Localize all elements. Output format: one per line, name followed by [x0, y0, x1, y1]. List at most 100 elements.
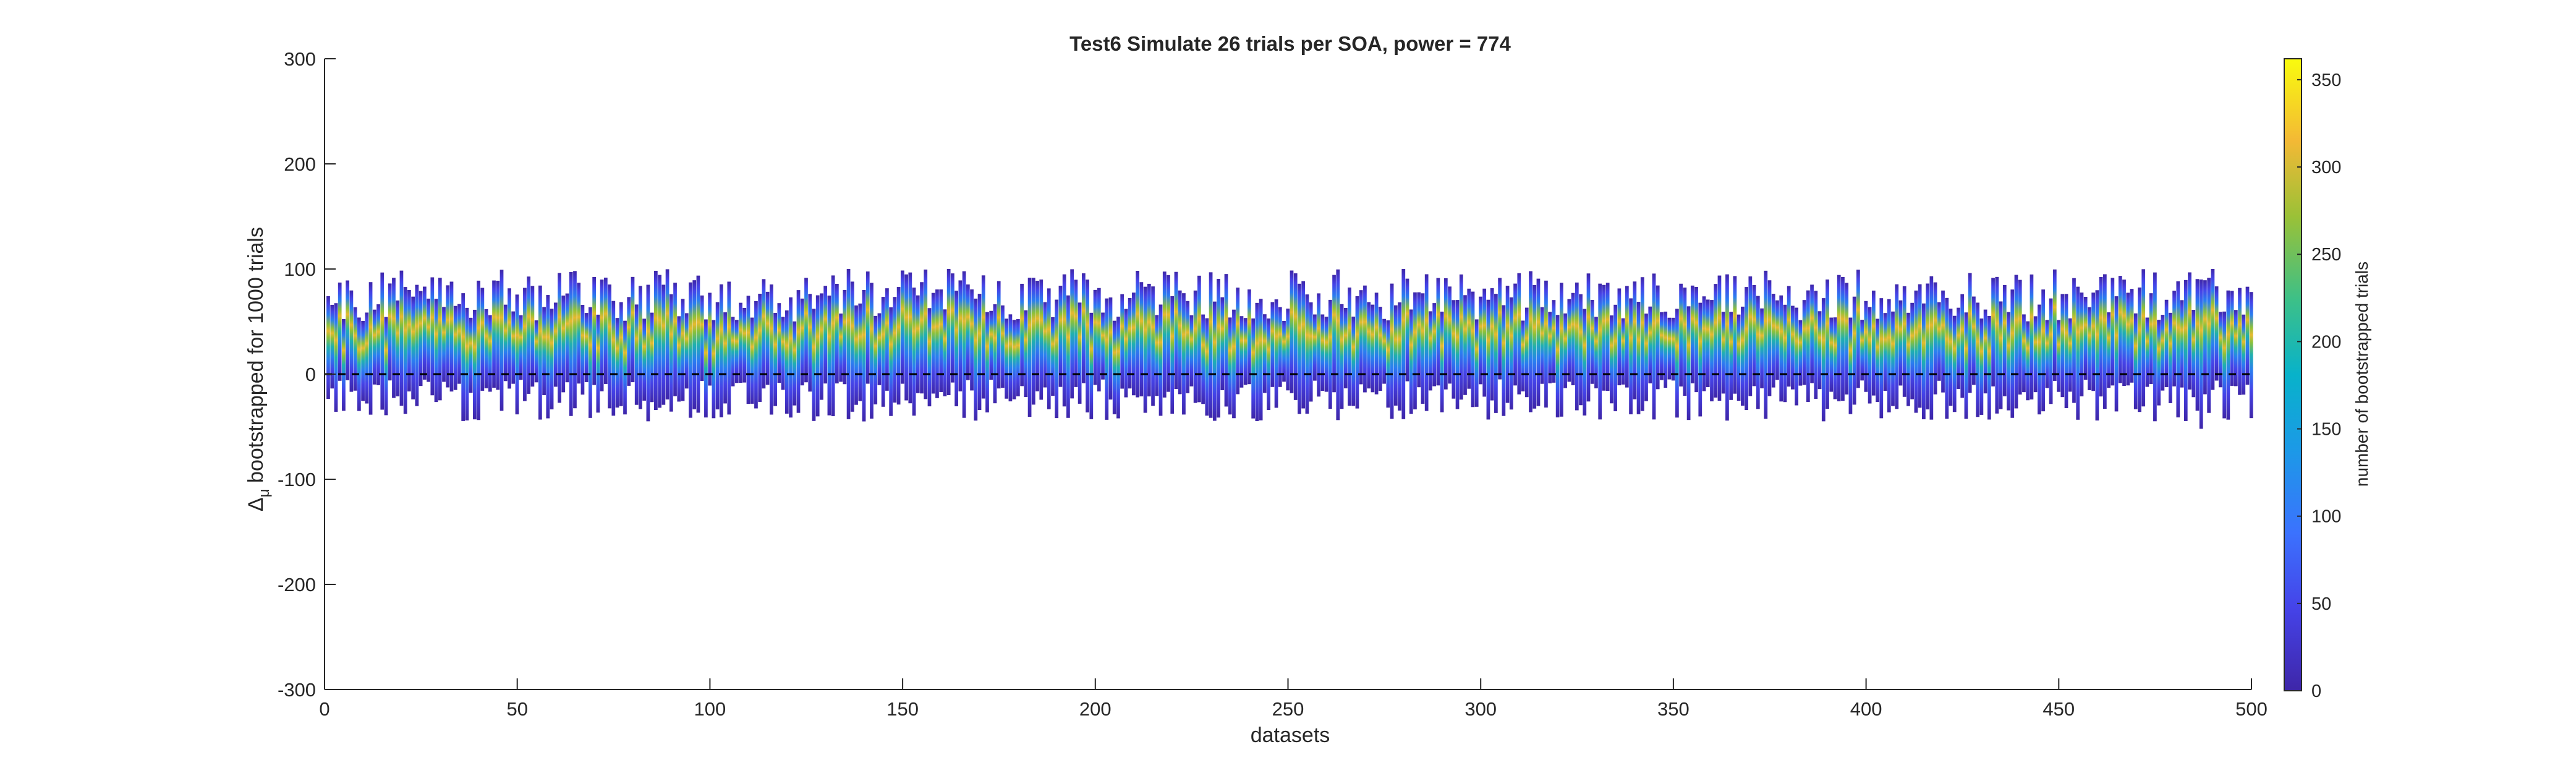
dataset-column [2199, 280, 2203, 429]
y-tick-label: 300 [284, 48, 316, 70]
dataset-column [723, 312, 727, 404]
dataset-column [843, 289, 847, 385]
colorbar-tick-label: 50 [2311, 594, 2331, 614]
dataset-column [746, 296, 750, 404]
dataset-column [1282, 320, 1286, 382]
dataset-column [1278, 307, 1282, 387]
dataset-column [1710, 300, 1714, 402]
dataset-column [812, 309, 816, 421]
dataset-column [511, 311, 516, 384]
dataset-column [1821, 298, 1826, 422]
dataset-column [1097, 288, 1101, 391]
dataset-column [592, 276, 596, 385]
dataset-column [2195, 279, 2200, 411]
dataset-column [661, 284, 666, 405]
dataset-column [997, 281, 1001, 389]
dataset-column [1005, 318, 1009, 399]
dataset-column [2080, 293, 2084, 396]
dataset-column [1205, 318, 1209, 416]
dataset-column [1590, 299, 1594, 384]
dataset-column [1405, 278, 1409, 382]
dataset-column [1374, 293, 1379, 395]
dataset-column [673, 283, 677, 396]
dataset-column [765, 291, 770, 385]
dataset-column [1902, 286, 1906, 397]
dataset-column [1736, 314, 1741, 401]
dataset-column [2234, 310, 2238, 386]
dataset-column [1714, 284, 1718, 398]
dataset-column [874, 315, 878, 404]
dataset-column [1174, 271, 1178, 390]
dataset-column [1401, 269, 1406, 419]
dataset-column [1267, 318, 1270, 411]
dataset-column [1675, 309, 1679, 418]
dataset-column [1262, 314, 1267, 393]
dataset-column [419, 291, 423, 386]
dataset-column [808, 294, 812, 392]
dataset-column [827, 295, 831, 416]
dataset-column [850, 281, 854, 412]
dataset-column [326, 296, 330, 399]
dataset-column [885, 288, 889, 391]
dataset-column [1305, 294, 1309, 414]
dataset-column [704, 319, 708, 418]
dataset-column [1733, 276, 1737, 394]
dataset-column [993, 304, 997, 404]
dataset-column [1783, 304, 1787, 403]
colorbar-tick-label: 200 [2311, 332, 2341, 352]
dataset-column [1201, 314, 1205, 404]
dataset-column [1313, 314, 1317, 381]
dataset-column [1883, 313, 1887, 391]
dataset-column [2249, 292, 2253, 419]
dataset-column [1702, 296, 1706, 391]
dataset-column [815, 295, 820, 417]
x-axis-label: datasets [1251, 724, 1330, 747]
dataset-column [461, 293, 465, 421]
dataset-column [608, 284, 611, 409]
dataset-column [1559, 283, 1563, 417]
dataset-column [977, 294, 982, 411]
dataset-column [1810, 284, 1814, 383]
dataset-column [1298, 283, 1301, 414]
dataset-column [2088, 307, 2091, 390]
dataset-column [2176, 281, 2180, 417]
dataset-column [403, 287, 407, 414]
dataset-column [1575, 282, 1579, 411]
dataset-column [958, 280, 963, 391]
dataset-column [1051, 317, 1055, 396]
dataset-column [981, 275, 985, 399]
dataset-column [1933, 282, 1937, 395]
dataset-column [573, 271, 577, 409]
dataset-column [1598, 283, 1602, 420]
dataset-column [820, 293, 823, 400]
dataset-column [1124, 309, 1128, 398]
dataset-column [1524, 307, 1529, 398]
dataset-column [831, 275, 835, 417]
dataset-column [770, 284, 773, 415]
dataset-column [372, 309, 376, 385]
dataset-column [1767, 280, 1772, 396]
dataset-column [1517, 273, 1521, 395]
dataset-column [1502, 305, 1506, 416]
dataset-column [534, 320, 538, 383]
dataset-column [1290, 270, 1294, 393]
dataset-column [865, 271, 870, 384]
dataset-column [558, 273, 561, 403]
dataset-column [1155, 315, 1159, 396]
dataset-column [580, 305, 585, 395]
dataset-column [1443, 278, 1448, 390]
dataset-column [1586, 273, 1591, 402]
dataset-column [1143, 286, 1147, 413]
dataset-column [1995, 276, 1999, 414]
dataset-column [1648, 306, 1652, 383]
dataset-column [1871, 290, 1876, 396]
dataset-column [2238, 288, 2242, 395]
dataset-column [646, 284, 650, 422]
dataset-column [896, 287, 901, 405]
dataset-column [1644, 314, 1648, 401]
dataset-column [1162, 271, 1167, 398]
dataset-column [2030, 274, 2034, 399]
dataset-column [449, 281, 454, 392]
dataset-column [2072, 278, 2076, 403]
dataset-column [407, 290, 411, 391]
